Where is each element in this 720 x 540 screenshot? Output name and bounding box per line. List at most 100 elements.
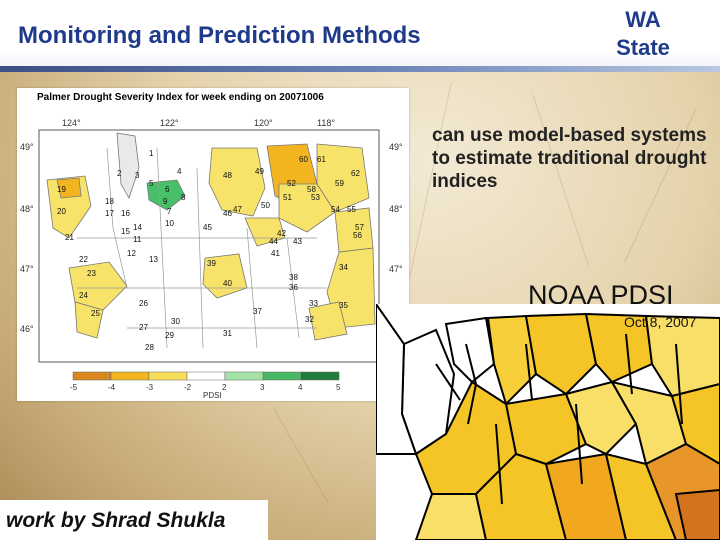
region-number-label: 41 <box>271 249 280 258</box>
latitude-label: 47° <box>20 264 34 274</box>
map-region <box>670 382 720 466</box>
region-number-label: 27 <box>139 323 148 332</box>
noaa-pdsi-map <box>376 304 720 540</box>
region-number-label: 4 <box>177 167 182 176</box>
region-number-label: 56 <box>353 231 362 240</box>
region-number-label: 12 <box>127 249 136 258</box>
map-region <box>486 314 538 406</box>
colorbar-segment <box>300 371 340 381</box>
region-number-label: 23 <box>87 269 96 278</box>
map-region <box>202 253 248 299</box>
region-number-label: 38 <box>289 273 298 282</box>
region-number-label: 31 <box>223 329 232 338</box>
region-number-label: 9 <box>163 197 168 206</box>
map-region <box>674 488 720 540</box>
longitude-label: 118° <box>317 118 335 128</box>
map-region <box>146 179 186 211</box>
map-region <box>68 261 128 311</box>
title-rule <box>0 66 720 72</box>
region-number-label: 59 <box>335 179 344 188</box>
region-number-label: 53 <box>311 193 320 202</box>
region-number-label: 58 <box>307 185 316 194</box>
colorbar-label: PDSI <box>203 391 222 400</box>
region-number-label: 26 <box>139 299 148 308</box>
noaa-pdsi-date: Oct 8, 2007 <box>624 314 697 330</box>
region-number-label: 49 <box>255 167 264 176</box>
colorbar-tick-label: 4 <box>298 383 303 392</box>
region-number-label: 22 <box>79 255 88 264</box>
region-number-label: 39 <box>207 259 216 268</box>
region-number-label: 47 <box>233 205 242 214</box>
region-number-label: 61 <box>317 155 326 164</box>
region-number-label: 18 <box>105 197 114 206</box>
colorbar-tick-label: 2 <box>222 383 227 392</box>
map-region <box>334 207 374 253</box>
map-region <box>414 493 488 540</box>
region-number-label: 50 <box>261 201 270 210</box>
region-number-label: 43 <box>293 237 302 246</box>
region-number-label: 1 <box>149 149 154 158</box>
region-number-label: 44 <box>269 237 278 246</box>
region-number-label: 48 <box>223 171 232 180</box>
colorbar: -5 -4 -3 -2 2 3 4 5 <box>70 371 341 392</box>
colorbar-segment <box>186 371 226 381</box>
region-number-label: 15 <box>121 227 130 236</box>
region-number-label: 33 <box>309 299 318 308</box>
body-text: can use model-based systems to estimate … <box>432 125 707 192</box>
map-region <box>604 452 678 540</box>
map-region <box>74 301 104 339</box>
colorbar-tick-label: 3 <box>260 383 265 392</box>
region-number-label: 17 <box>105 209 114 218</box>
latitude-label: 49° <box>389 142 403 152</box>
pdsi-map-title: Palmer Drought Severity Index for week e… <box>37 92 324 103</box>
map-region <box>278 183 336 233</box>
map-region <box>56 177 82 199</box>
region-number-label: 20 <box>57 207 66 216</box>
colorbar-segment <box>262 371 302 381</box>
latitude-label: 48° <box>20 204 34 214</box>
region-number-label: 10 <box>165 219 174 228</box>
region-number-label: 24 <box>79 291 88 300</box>
title-bar <box>0 0 720 72</box>
region-number-label: 32 <box>305 315 314 324</box>
credit-box: work by Shrad Shukla <box>0 500 268 540</box>
region-number-label: 3 <box>135 171 140 180</box>
region-number-label: 11 <box>133 235 142 244</box>
region-number-label: 29 <box>165 331 174 340</box>
credit-text: work by Shrad Shukla <box>6 509 226 532</box>
badge-line-2: State <box>616 35 670 60</box>
colorbar-tick-label: 5 <box>336 383 341 392</box>
colorbar-segment <box>72 371 112 381</box>
wa-state-badge: WA State <box>598 6 688 62</box>
region-number-label: 28 <box>145 343 154 352</box>
latitude-label: 46° <box>20 324 34 334</box>
colorbar-tick-label: -3 <box>146 383 154 392</box>
region-number-label: 13 <box>149 255 158 264</box>
map-region <box>544 452 628 540</box>
region-number-label: 6 <box>165 185 170 194</box>
map-region <box>308 301 348 341</box>
map-region <box>524 312 598 396</box>
region-number-label: 54 <box>331 205 340 214</box>
map-region <box>584 312 654 384</box>
region-number-label: 7 <box>167 207 172 216</box>
region-number-label: 30 <box>171 317 180 326</box>
map-water <box>116 132 140 199</box>
colorbar-tick-label: -2 <box>184 383 192 392</box>
region-number-label: 2 <box>117 169 122 178</box>
region-number-label: 35 <box>339 301 348 310</box>
region-number-label: 36 <box>289 283 298 292</box>
region-labels: 12 3 4567891011121314151617181920212223242… <box>57 149 364 352</box>
background-texture <box>272 407 329 503</box>
pdsi-map-panel: Palmer Drought Severity Index for week e… <box>17 88 409 401</box>
region-number-label: 57 <box>355 223 364 232</box>
map-region <box>208 147 266 217</box>
latitude-label: 48° <box>389 204 403 214</box>
region-number-label: 62 <box>351 169 360 178</box>
latitude-label: 49° <box>20 142 34 152</box>
region-number-label: 55 <box>347 205 356 214</box>
region-number-label: 25 <box>91 309 100 318</box>
region-number-label: 40 <box>223 279 232 288</box>
region-number-label: 45 <box>203 223 212 232</box>
longitude-label: 124° <box>62 118 81 128</box>
